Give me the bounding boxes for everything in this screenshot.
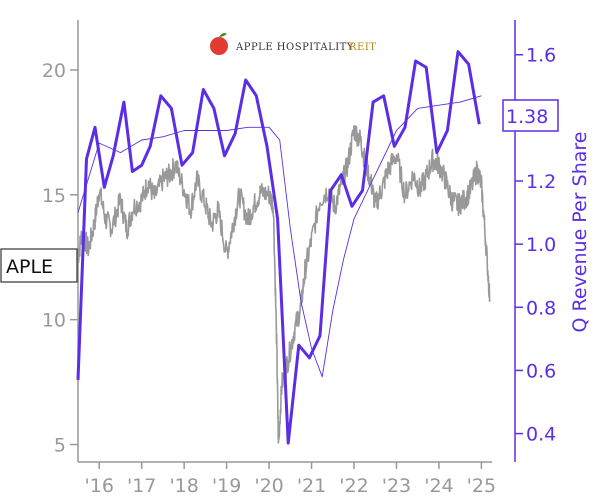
right-axis-title: Q Revenue Per Share <box>569 132 591 333</box>
revenue-series-line <box>76 50 481 445</box>
apple-leaf-icon <box>219 33 227 37</box>
right-tick-label: 0.8 <box>526 297 556 319</box>
ticker-label: APLE <box>6 256 53 278</box>
apple-logo-icon <box>210 37 228 55</box>
right-tick-label: 0.4 <box>526 424 556 446</box>
logo-suffix: REIT <box>349 42 376 53</box>
ticker-label-box: APLE <box>0 248 78 283</box>
current-value-label: 1.38 <box>506 106 548 128</box>
x-tick-label: '22 <box>339 475 368 497</box>
ticker-box-frame <box>0 248 78 283</box>
x-tick-label: '21 <box>297 475 326 497</box>
left-tick-label: 5 <box>54 435 66 457</box>
x-tick-label: '19 <box>212 475 241 497</box>
left-tick-label: 10 <box>42 310 66 332</box>
x-tick-label: '25 <box>467 475 496 497</box>
series-layer <box>76 50 491 445</box>
company-logo: APPLE HOSPITALITY REIT <box>210 33 376 55</box>
x-tick-label: '17 <box>127 475 156 497</box>
x-tick-label: '24 <box>424 475 453 497</box>
right-tick-label: 0.6 <box>526 360 556 382</box>
x-tick-label: '18 <box>169 475 198 497</box>
x-tick-label: '16 <box>85 475 114 497</box>
left-tick-label: 20 <box>42 60 66 82</box>
x-tick-label: '23 <box>382 475 411 497</box>
current-value-box: 1.38 <box>502 99 559 132</box>
x-axis-ticks: '16 '17 '18 '19 '20 '21 '22 '23 '24 '25 <box>85 462 496 497</box>
right-tick-label: 1.2 <box>526 171 556 193</box>
left-axis-ticks: 5 10 15 20 <box>42 60 78 457</box>
right-tick-label: 1.6 <box>526 45 556 67</box>
revenue-trend-line <box>77 95 482 378</box>
current-value-frame <box>502 99 559 132</box>
x-tick-label: '20 <box>254 475 283 497</box>
left-tick-label: 15 <box>42 185 66 207</box>
logo-text: APPLE HOSPITALITY <box>235 42 354 53</box>
right-tick-label: 1.0 <box>526 234 556 256</box>
